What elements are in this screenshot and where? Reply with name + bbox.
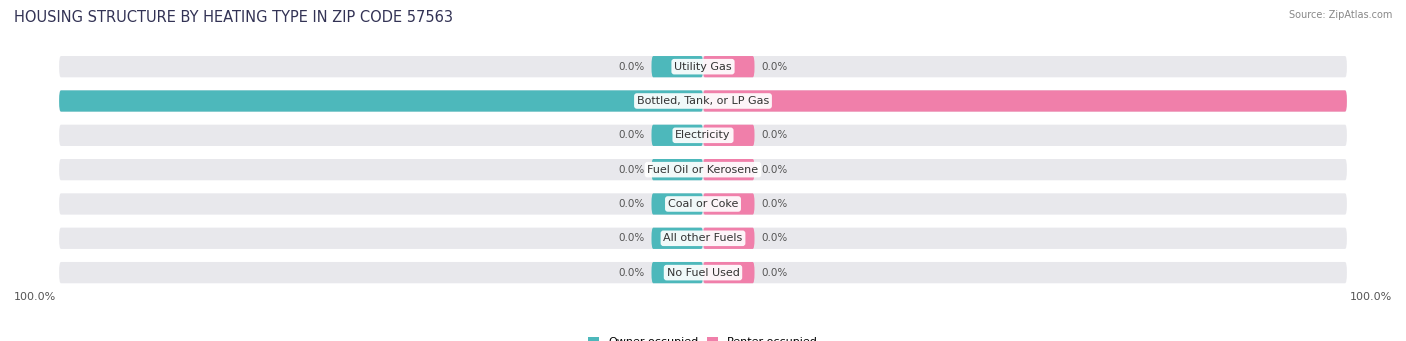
FancyBboxPatch shape xyxy=(703,262,755,283)
Text: Electricity: Electricity xyxy=(675,130,731,140)
Text: 0.0%: 0.0% xyxy=(619,199,645,209)
Text: 0.0%: 0.0% xyxy=(761,130,787,140)
Text: 0.0%: 0.0% xyxy=(761,233,787,243)
Text: 0.0%: 0.0% xyxy=(619,268,645,278)
FancyBboxPatch shape xyxy=(703,193,755,214)
FancyBboxPatch shape xyxy=(703,56,755,77)
Text: Bottled, Tank, or LP Gas: Bottled, Tank, or LP Gas xyxy=(637,96,769,106)
Text: 0.0%: 0.0% xyxy=(619,130,645,140)
FancyBboxPatch shape xyxy=(59,159,1347,180)
FancyBboxPatch shape xyxy=(59,90,703,112)
FancyBboxPatch shape xyxy=(59,228,1347,249)
FancyBboxPatch shape xyxy=(59,90,1347,112)
FancyBboxPatch shape xyxy=(651,125,703,146)
Text: 0.0%: 0.0% xyxy=(761,62,787,72)
FancyBboxPatch shape xyxy=(651,159,703,180)
Text: Source: ZipAtlas.com: Source: ZipAtlas.com xyxy=(1288,10,1392,20)
Text: 100.0%: 100.0% xyxy=(6,96,49,106)
FancyBboxPatch shape xyxy=(703,159,755,180)
Text: 100.0%: 100.0% xyxy=(1350,292,1392,302)
Text: 0.0%: 0.0% xyxy=(761,199,787,209)
Text: 0.0%: 0.0% xyxy=(619,233,645,243)
FancyBboxPatch shape xyxy=(59,193,1347,214)
Text: Coal or Coke: Coal or Coke xyxy=(668,199,738,209)
Text: Fuel Oil or Kerosene: Fuel Oil or Kerosene xyxy=(647,165,759,175)
FancyBboxPatch shape xyxy=(703,90,1347,112)
Text: 0.0%: 0.0% xyxy=(761,268,787,278)
FancyBboxPatch shape xyxy=(651,193,703,214)
Text: No Fuel Used: No Fuel Used xyxy=(666,268,740,278)
FancyBboxPatch shape xyxy=(651,262,703,283)
FancyBboxPatch shape xyxy=(703,125,755,146)
Text: 0.0%: 0.0% xyxy=(761,165,787,175)
Text: All other Fuels: All other Fuels xyxy=(664,233,742,243)
FancyBboxPatch shape xyxy=(651,228,703,249)
Text: HOUSING STRUCTURE BY HEATING TYPE IN ZIP CODE 57563: HOUSING STRUCTURE BY HEATING TYPE IN ZIP… xyxy=(14,10,453,25)
Text: Utility Gas: Utility Gas xyxy=(675,62,731,72)
Text: 100.0%: 100.0% xyxy=(14,292,56,302)
Text: 0.0%: 0.0% xyxy=(619,165,645,175)
Legend: Owner-occupied, Renter-occupied: Owner-occupied, Renter-occupied xyxy=(583,332,823,341)
Text: 100.0%: 100.0% xyxy=(1357,96,1400,106)
Text: 0.0%: 0.0% xyxy=(619,62,645,72)
FancyBboxPatch shape xyxy=(59,262,1347,283)
FancyBboxPatch shape xyxy=(651,56,703,77)
FancyBboxPatch shape xyxy=(703,228,755,249)
FancyBboxPatch shape xyxy=(59,56,1347,77)
FancyBboxPatch shape xyxy=(59,125,1347,146)
